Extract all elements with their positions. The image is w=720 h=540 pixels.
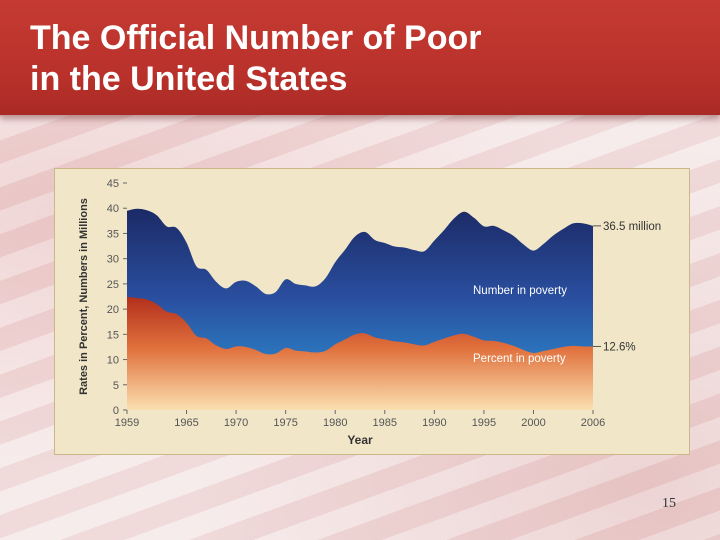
y-tick-label: 10 (107, 355, 119, 367)
x-tick-label: 1985 (373, 417, 397, 429)
x-tick-label: 2006 (581, 417, 605, 429)
title-line-1: The Official Number of Poor (30, 19, 482, 57)
title-line-2: in the United States (30, 60, 348, 98)
end-label-percent: 12.6% (603, 341, 636, 353)
y-tick-label: 35 (107, 228, 119, 240)
x-tick-label: 1990 (422, 417, 446, 429)
y-tick-label: 20 (107, 304, 119, 316)
y-tick-label: 15 (107, 329, 119, 341)
series-label-number-in-poverty: Number in poverty (473, 285, 567, 297)
x-tick-label: 1975 (273, 417, 297, 429)
area-percent-in-poverty (127, 297, 593, 410)
title-bar: The Official Number of Poor in the Unite… (0, 0, 720, 115)
x-tick-label: 2000 (521, 417, 545, 429)
x-axis-title: Year (347, 433, 373, 447)
y-tick-label: 30 (107, 254, 119, 266)
x-tick-label: 1970 (224, 417, 248, 429)
poverty-chart: Number in poverty Percent in poverty 36.5… (78, 178, 661, 447)
y-tick-label: 45 (107, 178, 119, 190)
y-tick-label: 0 (113, 405, 119, 417)
x-tick-label: 1959 (115, 417, 139, 429)
series-label-percent-in-poverty: Percent in poverty (473, 353, 566, 365)
x-tick-label: 1980 (323, 417, 347, 429)
chart-frame: Number in poverty Percent in poverty 36.5… (54, 168, 690, 455)
end-label-number: 36.5 million (603, 221, 661, 233)
page-number: 15 (662, 496, 676, 511)
y-axis-title: Rates in Percent, Numbers in Millions (78, 198, 90, 395)
x-tick-label: 1965 (174, 417, 198, 429)
y-tick-label: 40 (107, 203, 119, 215)
y-tick-label: 5 (113, 380, 119, 392)
x-tick-label: 1995 (472, 417, 496, 429)
slide-title: The Official Number of Poor in the Unite… (30, 18, 690, 100)
y-tick-label: 25 (107, 279, 119, 291)
